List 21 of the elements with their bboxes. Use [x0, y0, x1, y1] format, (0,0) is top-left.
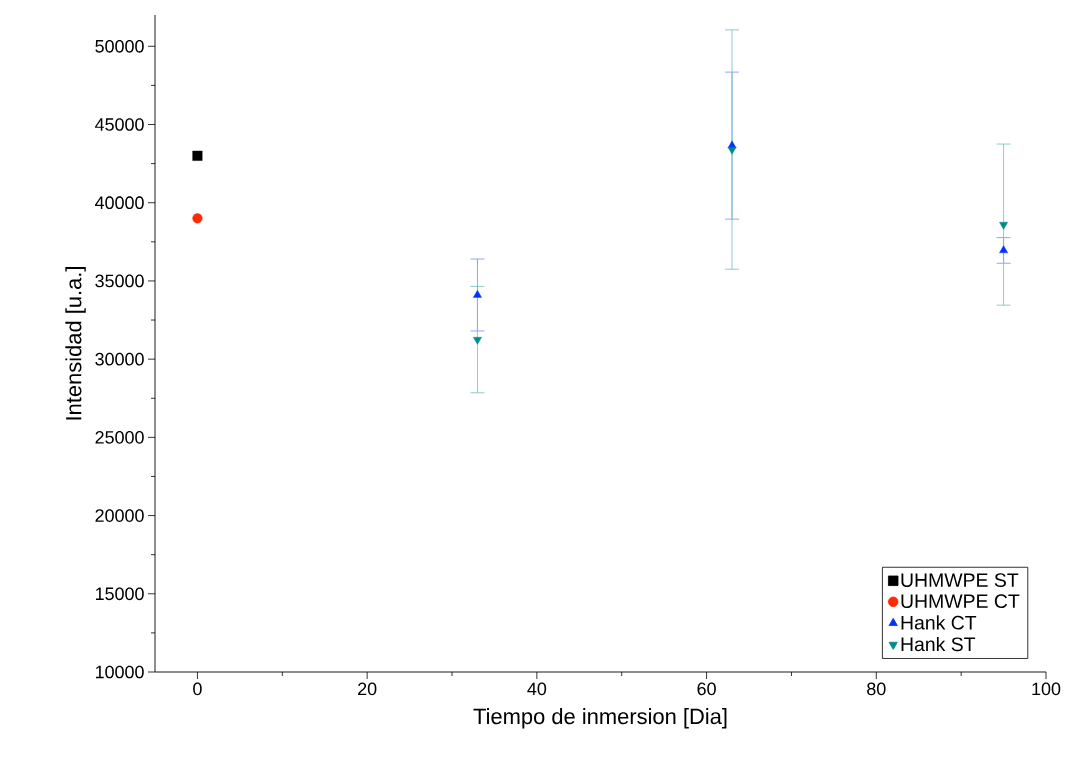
x-tick-label: 20 [358, 682, 377, 696]
y-tick-label: 15000 [95, 587, 144, 601]
x-tick-label: 80 [867, 682, 886, 696]
y-tick-label: 45000 [95, 118, 144, 131]
y-tick-label: 20000 [95, 509, 144, 522]
x-tick-label: 60 [697, 682, 716, 696]
y-tick-label: 35000 [95, 274, 144, 288]
y-tick-label: 10000 [95, 665, 144, 679]
x-axis-title: Tiempo de inmersion [Dia] [473, 708, 727, 729]
legend-label: Hank CT [901, 615, 977, 630]
legend-label: Hank ST [901, 636, 976, 652]
y-tick-label: 25000 [95, 431, 144, 444]
x-tick-label: 0 [193, 682, 202, 696]
x-tick-label: 100 [1032, 682, 1061, 696]
y-axis-title: Intensidad [u.a.] [65, 267, 86, 420]
y-tick-label: 40000 [95, 196, 144, 210]
y-tick-label: 50000 [95, 39, 144, 53]
legend-label: UHMWPE ST [901, 573, 1019, 587]
legend-label: UHMWPE CT [901, 594, 1020, 609]
x-tick-label: 40 [527, 682, 547, 696]
y-tick-label: 30000 [95, 352, 144, 366]
